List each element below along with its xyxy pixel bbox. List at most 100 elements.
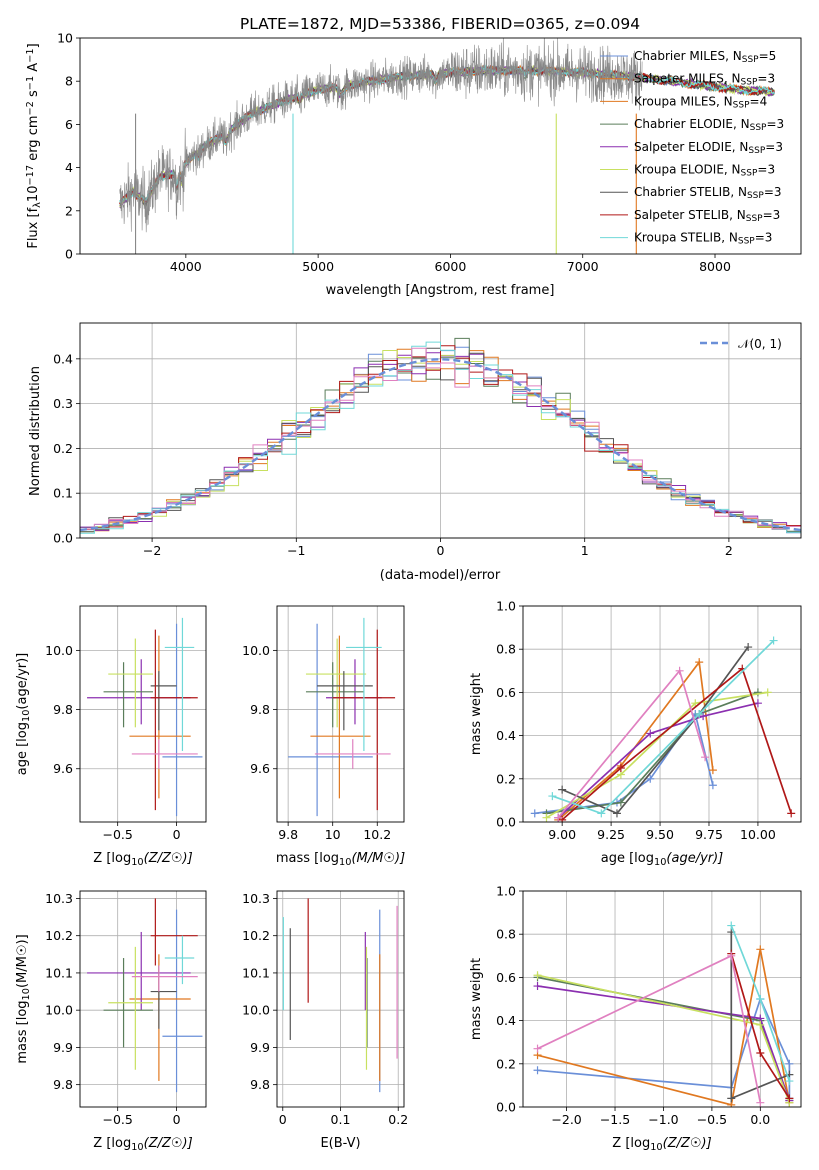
weight-marker <box>558 785 567 794</box>
label-run: Chabrier STELIB, N <box>634 185 747 199</box>
weight-marker <box>612 809 621 818</box>
label-run: 10 <box>339 857 351 868</box>
weight-marker <box>727 921 736 930</box>
y-tick-label: 9.8 <box>250 1077 270 1092</box>
y-axis-label: mass weight <box>469 673 484 755</box>
label-run: −1 <box>25 76 36 90</box>
label-run: −2 <box>25 101 36 115</box>
weight-line <box>557 702 759 819</box>
x-tick-label: 4000 <box>170 259 202 274</box>
spectrum-panel: 4000 5000 6000 7000 8000 0 2 4 6 8 10 Chabrier MILE… <box>25 31 802 298</box>
axes-frame <box>79 322 802 539</box>
label-run: SSP <box>738 237 755 247</box>
plot-area <box>282 898 398 1093</box>
plot-area <box>533 921 794 1107</box>
label-run: (Z/Z☉)] <box>144 1136 193 1151</box>
weight-marker <box>756 1098 765 1107</box>
weight-marker <box>727 1094 736 1103</box>
x-axis-label: mass [log10(M/M☉)] <box>276 851 405 868</box>
axes: 9.8 10 10.2 9.6 9.8 10.0 <box>242 605 405 842</box>
plot-area <box>530 636 796 822</box>
x-tick-label: 8000 <box>699 259 731 274</box>
label-run: Z [log <box>612 1136 650 1151</box>
axes-frame <box>79 605 207 823</box>
x-tick-label: 9.75 <box>695 827 723 842</box>
weight-marker <box>785 1077 794 1086</box>
y-axis-label: age [log10(age/yr)] <box>15 653 32 776</box>
label-run: −1 <box>25 48 36 62</box>
axes: −0.5 0 9.6 9.8 10.0 <box>45 605 207 842</box>
residuals-legend: 𝒩(0, 1) <box>700 337 782 351</box>
label-run: Chabrier ELODIE, N <box>634 117 750 131</box>
histogram-steps <box>80 341 801 534</box>
axes-frame <box>522 605 802 823</box>
y-tick-label: 0.8 <box>496 642 516 657</box>
y-tick-label: 0.2 <box>496 1056 516 1071</box>
y-tick-label: 8 <box>65 74 73 89</box>
y-tick-label: 0.0 <box>496 1100 516 1115</box>
y-tick-label: 10.3 <box>242 891 270 906</box>
y-tick-label: 6 <box>65 117 73 132</box>
label-run: −17 <box>25 165 36 186</box>
label-run: λ <box>32 202 43 208</box>
y-tick-label: 10.1 <box>242 965 270 980</box>
weight-vs-age-panel: 9.00 9.25 9.50 9.75 10.00 0.0 0.2 0.4 0.6 0.8 1.0 a… <box>469 599 802 868</box>
weight-marker <box>695 710 704 718</box>
weight-marker <box>727 951 736 960</box>
x-tick-label: 0 <box>173 827 181 842</box>
x-tick-label: 10.2 <box>363 827 391 842</box>
y-tick-label: 9.9 <box>53 1040 73 1055</box>
y-tick-label: 1.0 <box>496 884 516 899</box>
legend-label: 𝒩(0, 1) <box>738 337 782 351</box>
y-tick-label: 10.1 <box>45 965 73 980</box>
label-run: =3 <box>757 163 775 177</box>
label-run: =5 <box>759 49 777 63</box>
weight-marker <box>646 729 655 738</box>
label-run: Kroupa ELODIE, N <box>634 163 741 177</box>
x-axis-label: Z [log10(Z/Z☉)] <box>93 851 192 868</box>
label-run: (M/M☉)] <box>15 934 30 988</box>
x-tick-label: −2 <box>143 543 161 558</box>
y-tick-label: 0.4 <box>496 728 516 743</box>
label-run: erg cm <box>26 115 41 164</box>
y-tick-label: 10.0 <box>45 643 73 658</box>
y-tick-label: 0.6 <box>496 970 516 985</box>
y-tick-label: 10.0 <box>242 1003 270 1018</box>
age-vs-Z-panel: −0.5 09.69.810.0Z [log10(Z/Z☉)]age [log10… <box>15 605 207 868</box>
grid <box>80 606 206 822</box>
label-run: =3 <box>757 72 775 86</box>
weight-marker <box>542 813 551 822</box>
y-tick-label: 9.6 <box>250 761 270 776</box>
x-axis-label: Z [log10(Z/Z☉)] <box>612 1136 711 1153</box>
x-tick-label: 0.2 <box>388 1112 408 1127</box>
label-run: SSP <box>747 191 764 201</box>
y-tick-label: 0.0 <box>496 815 516 830</box>
weight-marker <box>756 995 765 1003</box>
weight-marker <box>753 699 762 708</box>
y-tick-label: 0.4 <box>496 1013 516 1028</box>
x-axis-label: (data-model)/error <box>380 568 501 583</box>
label-run: =3 <box>765 140 783 154</box>
x-axis-label: age [log10(age/yr)] <box>601 851 724 868</box>
weight-marker <box>753 688 762 697</box>
y-axis-label: Normed distribution <box>28 366 43 496</box>
y-tick-label: 0.2 <box>496 771 516 786</box>
weight-marker <box>708 766 717 775</box>
label-run: Z [log <box>93 1136 131 1151</box>
y-tick-label: 10.0 <box>242 643 270 658</box>
y-tick-label: 0.2 <box>53 441 73 456</box>
label-run: SSP <box>746 214 763 224</box>
weight-marker <box>787 809 796 818</box>
plot-area <box>87 898 203 1093</box>
x-axis-label: Z [log10(Z/Z☉)] <box>93 1136 192 1153</box>
data-spectrum-line <box>119 38 643 233</box>
label-run: SSP <box>741 169 758 179</box>
plot-area <box>80 337 801 534</box>
weight-marker <box>695 658 704 667</box>
weight-marker <box>533 971 542 980</box>
axes: −2 −1 0 1 2 0.0 0.1 0.2 0.3 0.4 <box>53 322 802 558</box>
weight-marker <box>533 1066 542 1075</box>
y-tick-label: 9.8 <box>53 702 73 717</box>
axes-frame <box>276 890 405 1108</box>
